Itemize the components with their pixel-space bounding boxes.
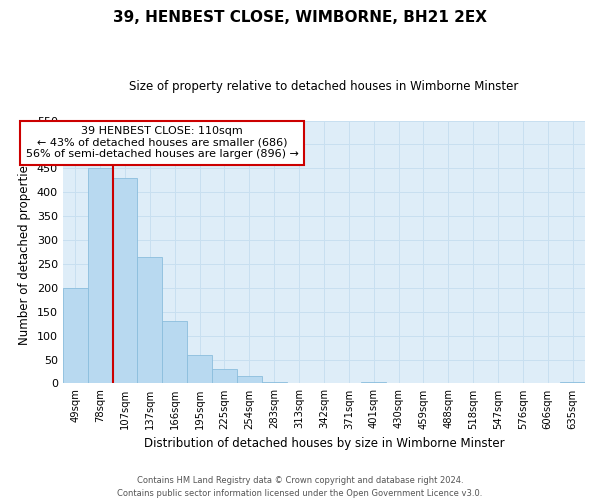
Bar: [113, 178, 137, 384]
X-axis label: Distribution of detached houses by size in Wimborne Minster: Distribution of detached houses by size …: [143, 437, 504, 450]
Title: Size of property relative to detached houses in Wimborne Minster: Size of property relative to detached ho…: [129, 80, 518, 93]
Bar: [212, 369, 237, 384]
Bar: [187, 355, 212, 384]
Bar: [361, 382, 386, 384]
Text: 39 HENBEST CLOSE: 110sqm
← 43% of detached houses are smaller (686)
56% of semi-: 39 HENBEST CLOSE: 110sqm ← 43% of detach…: [26, 126, 299, 160]
Bar: [262, 382, 287, 384]
Bar: [88, 168, 113, 384]
Text: 39, HENBEST CLOSE, WIMBORNE, BH21 2EX: 39, HENBEST CLOSE, WIMBORNE, BH21 2EX: [113, 10, 487, 25]
Bar: [560, 382, 585, 384]
Y-axis label: Number of detached properties: Number of detached properties: [19, 159, 31, 345]
Bar: [237, 376, 262, 384]
Bar: [137, 257, 163, 384]
Bar: [63, 288, 88, 384]
Text: Contains HM Land Registry data © Crown copyright and database right 2024.
Contai: Contains HM Land Registry data © Crown c…: [118, 476, 482, 498]
Bar: [163, 322, 187, 384]
